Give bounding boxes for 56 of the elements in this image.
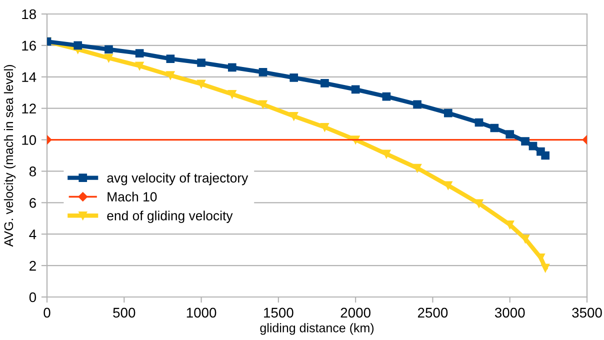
y-tick-label: 10 [22,135,36,145]
point [541,151,550,160]
point [382,150,391,158]
point [258,100,268,109]
legend-label: end of gliding velocity [107,210,233,223]
point [351,85,360,94]
x-tick-label: 1500 [264,308,294,318]
point [258,68,268,76]
point [320,123,329,132]
point [444,108,452,118]
point [166,54,175,63]
y-tick-label: 6 [30,198,36,208]
point [228,63,236,72]
y-tick-label: 8 [29,166,36,176]
x-tick-label: 2500 [418,308,448,318]
x-tick-label: 0 [44,308,50,318]
x-tick-label: 2000 [340,308,370,318]
y-tick-label: 16 [22,40,36,51]
x-axis-title: gliding distance (km) [260,323,374,335]
point [528,142,538,150]
point [197,58,206,67]
point [413,100,422,109]
x-tick-label: 3000 [494,308,525,318]
point [521,137,530,146]
point [290,112,298,120]
y-tick-label: 14 [22,72,36,82]
point [166,71,175,80]
point [135,49,144,58]
point [536,254,545,262]
x-tick-label: 1000 [186,308,216,318]
x-tick-label: 3500 [572,308,602,318]
point [490,124,499,132]
point [197,80,206,88]
legend-label: Mach 10 [108,192,157,202]
point [413,164,422,172]
legend-label: avg velocity of trajectory [107,172,248,186]
point [541,264,550,272]
y-tick-label: 4 [29,230,36,240]
y-tick-label: 12 [22,104,36,114]
point [474,199,484,208]
x-tick-label: 500 [113,308,136,318]
point [382,92,391,101]
point [506,130,514,138]
point [474,118,484,127]
point [444,181,452,190]
point [135,62,144,70]
y-tick-label: 2 [30,260,36,271]
point [104,45,113,54]
y-tick-label: 0 [29,292,36,302]
y-tick-label: 18 [22,9,36,20]
point [228,90,236,98]
point [74,41,82,50]
point [104,54,113,62]
y-axis-title: AVG. velocity (mach in sea level) [4,65,16,247]
point [320,79,329,88]
point [290,74,298,82]
